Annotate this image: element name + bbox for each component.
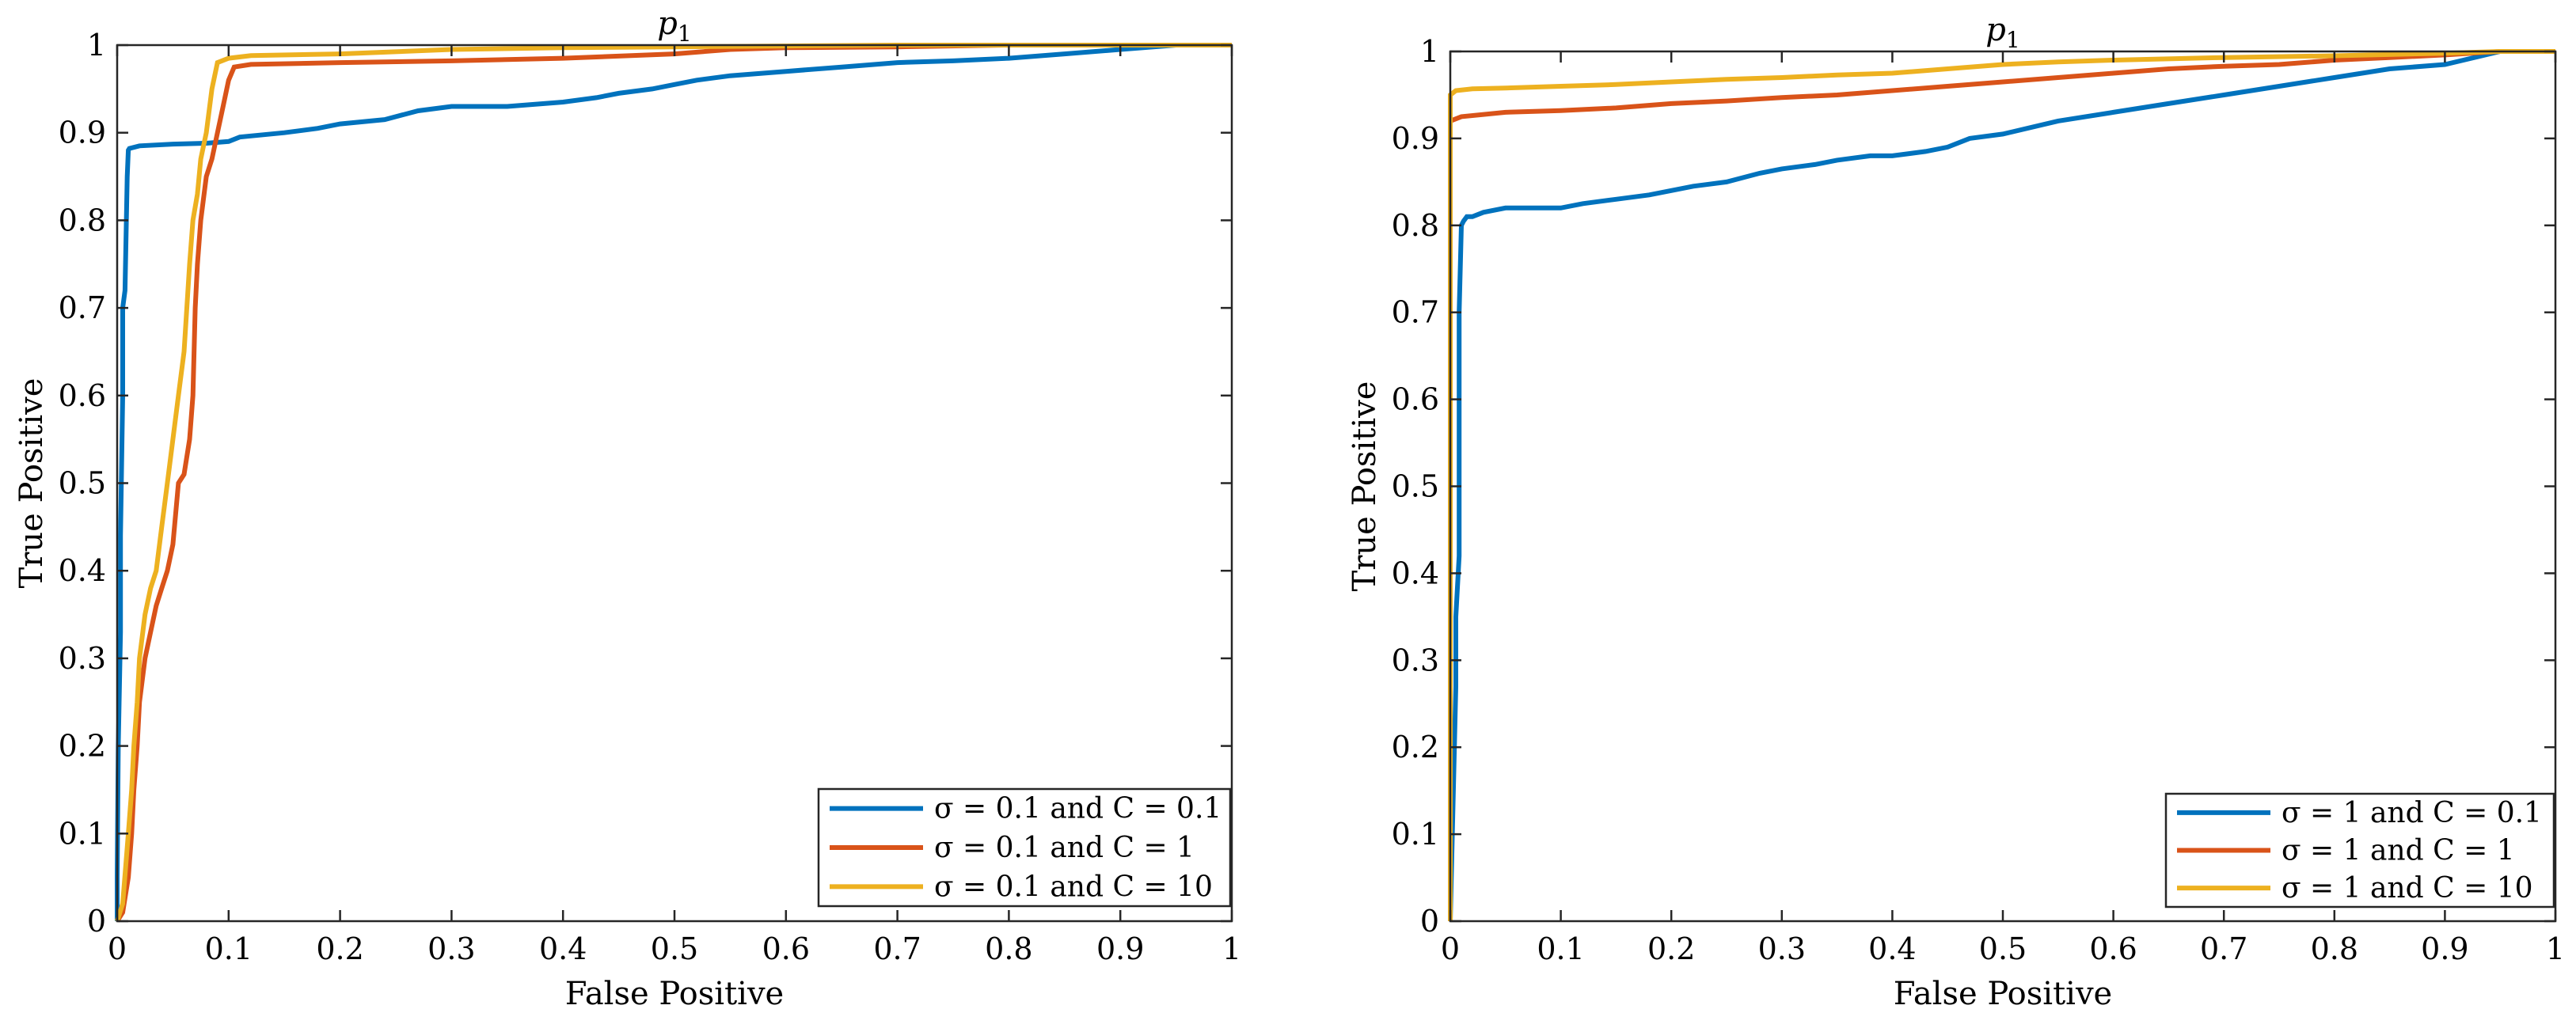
series-line-3 — [1448, 49, 2555, 921]
y-tick-label: 0.3 — [1392, 643, 1439, 677]
x-tick-label: 0.8 — [985, 931, 1032, 966]
x-tick-label: 0.9 — [1096, 931, 1144, 966]
legend-entry-1: σ = 1 and C = 0.1 — [2282, 797, 2542, 829]
legend: σ = 0.1 and C = 0.1 σ = 0.1 and C = 1 σ = … — [817, 787, 1232, 908]
x-tick-label: 0.7 — [2200, 931, 2247, 966]
legend-entry-2: σ = 0.1 and C = 1 — [934, 832, 1195, 864]
y-tick-label: 0.9 — [59, 116, 106, 150]
chart-title: p1 — [1985, 12, 2019, 53]
series-line-1 — [115, 43, 1232, 921]
x-tick-label: 0.2 — [316, 931, 363, 966]
chart-title-base: p — [1985, 12, 2006, 48]
y-tick-label: 0.1 — [59, 816, 106, 851]
y-tick-label: 0.2 — [59, 729, 106, 764]
chart-title-subscript: 1 — [2006, 27, 2020, 53]
x-tick-label: 0.3 — [427, 931, 475, 966]
x-axis-label: False Positive — [1894, 976, 2112, 1012]
roc-chart-2: 0 0.1 0.2 0.3 0.4 0.5 0.6 0.7 0.8 0.9 1 0 0.1 0.2 0.3 0… — [1347, 12, 2565, 1012]
y-tick-label: 0.8 — [59, 203, 106, 237]
y-tick-label: 1 — [1420, 34, 1439, 69]
y-tick-label: 0.6 — [59, 378, 106, 413]
x-tick-label: 0.8 — [2311, 931, 2358, 966]
y-tick-label: 0 — [87, 904, 106, 939]
x-tick-label: 0.6 — [2089, 931, 2137, 966]
x-tick-label: 0 — [108, 931, 127, 966]
y-tick-label: 1 — [87, 28, 106, 63]
x-tick-label: 0.1 — [205, 931, 253, 966]
x-axis-label: False Positive — [565, 976, 784, 1012]
chart-title-subscript: 1 — [678, 21, 692, 47]
y-tick-label: 0.5 — [1392, 469, 1439, 504]
y-tick-label: 0.7 — [59, 290, 106, 325]
x-tick-label: 0.5 — [651, 931, 698, 966]
y-tick-label: 0.8 — [1392, 208, 1439, 243]
y-tick-label: 0.4 — [1392, 556, 1439, 590]
y-tick-label: 0.9 — [1392, 121, 1439, 156]
x-tick-label: 0.2 — [1647, 931, 1695, 966]
series-line-3 — [115, 43, 1232, 922]
x-tick-label: 0.1 — [1537, 931, 1584, 966]
series-line-2 — [1448, 49, 2555, 921]
y-tick-label: 0.2 — [1392, 730, 1439, 764]
y-tick-label: 0 — [1420, 904, 1439, 939]
chart-title: p1 — [657, 6, 691, 47]
y-tick-label: 0.1 — [1392, 817, 1439, 852]
series-line-1 — [1448, 49, 2555, 922]
y-axis-label: True Positive — [1347, 381, 1383, 592]
legend-entry-3: σ = 1 and C = 10 — [2282, 872, 2533, 905]
x-tick-label: 0.7 — [873, 931, 921, 966]
roc-chart-1: 0 0.1 0.2 0.3 0.4 0.5 0.6 0.7 0.8 0.9 1 0 0.1 0.2 0.3 0… — [13, 6, 1241, 1012]
x-tick-label: 0.5 — [1979, 931, 2027, 966]
legend-entry-2: σ = 1 and C = 1 — [2282, 835, 2515, 867]
y-tick-label: 0.7 — [1392, 295, 1439, 330]
legend-entry-1: σ = 0.1 and C = 0.1 — [934, 793, 1222, 825]
plot-area — [1450, 51, 2555, 921]
x-tick-label: 0.9 — [2421, 931, 2468, 966]
y-tick-label: 0.6 — [1392, 382, 1439, 417]
legend-entry-3: σ = 0.1 and C = 10 — [934, 871, 1213, 903]
x-tick-label: 1 — [2546, 931, 2565, 966]
y-axis-label: True Positive — [13, 378, 50, 589]
y-tick-label: 0.4 — [59, 553, 106, 588]
chart-title-base: p — [657, 6, 678, 42]
plot-area — [117, 45, 1232, 921]
x-tick-label: 1 — [1222, 931, 1241, 966]
x-tick-label: 0.3 — [1758, 931, 1806, 966]
x-tick-label: 0.4 — [1868, 931, 1916, 966]
x-tick-label: 0 — [1441, 931, 1460, 966]
y-tick-label: 0.5 — [59, 466, 106, 501]
x-tick-label: 0.4 — [539, 931, 587, 966]
y-tick-label: 0.3 — [59, 641, 106, 676]
x-tick-label: 0.6 — [762, 931, 810, 966]
legend: σ = 1 and C = 0.1 σ = 1 and C = 1 σ = 1 an… — [2164, 792, 2555, 909]
